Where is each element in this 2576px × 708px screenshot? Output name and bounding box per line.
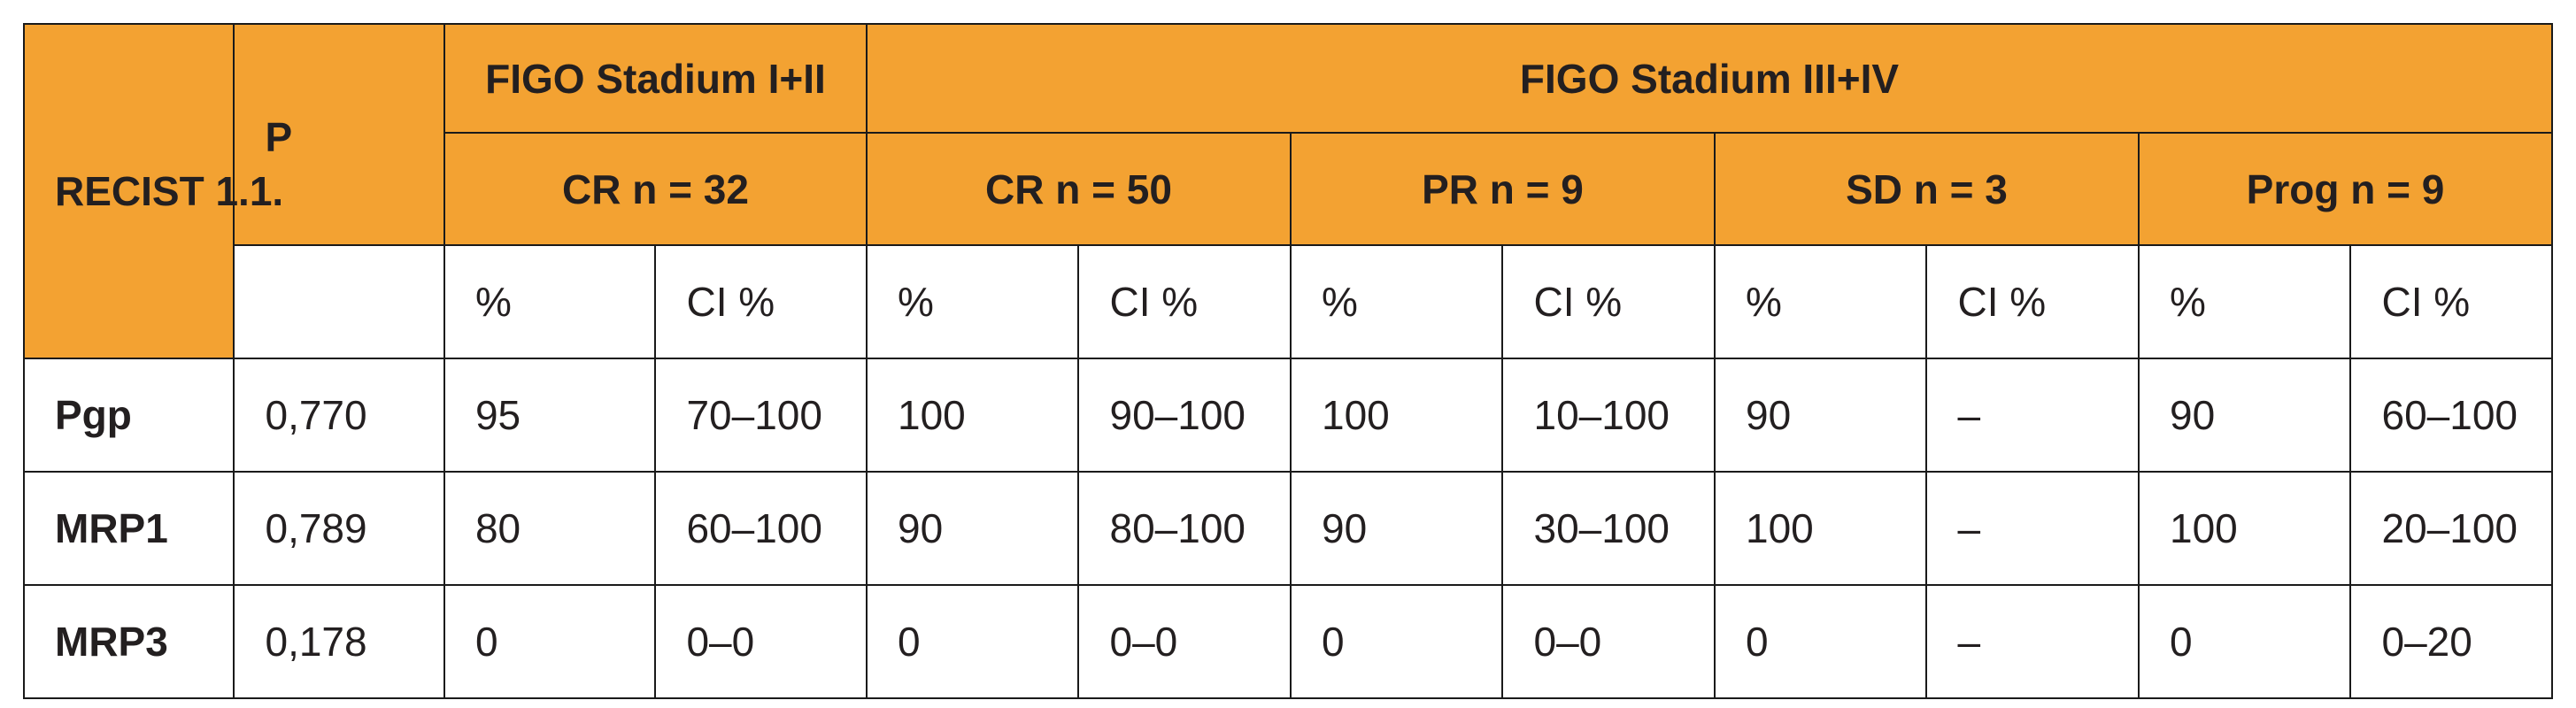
p-value: 0,789 [233, 471, 445, 586]
table-cell: 100 [2137, 471, 2352, 586]
row-label: Pgp [22, 358, 235, 473]
p-unit-cell [233, 244, 445, 359]
pct-header: % [1289, 244, 1504, 359]
pct-header: % [2137, 244, 2352, 359]
subgroup-header: SD n = 3 [1713, 132, 2140, 246]
table-cell: 80 [443, 471, 657, 586]
table-cell: 90 [865, 471, 1080, 586]
pct-header: % [443, 244, 657, 359]
header-row-subgroups: CR n = 32 CR n = 50 PR n = 9 SD n = 3 Pr… [24, 132, 2554, 246]
table-cell: 20–100 [2349, 471, 2553, 586]
table-cell: 60–100 [654, 471, 868, 586]
ci-header: CI % [2349, 244, 2553, 359]
p-header: P [233, 23, 445, 246]
table-row: MRP3 0,178 0 0–0 0 0–0 0 0–0 0 – 0 0–20 [22, 584, 2553, 699]
figo-early-header-text: FIGO Stadium I+II [485, 55, 826, 102]
subgroup-header-text: PR n = 9 [1422, 165, 1584, 212]
ci-header: CI % [1925, 244, 2140, 359]
figo-early-header: FIGO Stadium I+II [443, 23, 868, 134]
table-cell: 10–100 [1501, 358, 1716, 473]
table-cell: 90 [1289, 471, 1504, 586]
results-table: RECIST 1.1. P FIGO Stadium I+II FIGO Sta… [22, 23, 2554, 699]
table-cell: – [1925, 358, 2140, 473]
figo-late-header-text: FIGO Stadium III+IV [1519, 55, 1900, 102]
table-cell: 90 [1713, 358, 1928, 473]
subgroup-header-text: CR n = 50 [985, 165, 1172, 212]
table-cell: 70–100 [654, 358, 868, 473]
table-cell: 0–0 [654, 584, 868, 699]
p-value: 0,178 [233, 584, 445, 699]
subgroup-header-text: SD n = 3 [1846, 165, 2008, 212]
row-label: MRP3 [22, 584, 235, 699]
table-cell: 0–20 [2349, 584, 2553, 699]
recist-header-text: RECIST 1.1. [55, 168, 284, 214]
ci-header: CI % [1501, 244, 1716, 359]
subgroup-header: CR n = 50 [865, 132, 1292, 246]
table-cell: 0 [2137, 584, 2352, 699]
table-cell: 0 [1289, 584, 1504, 699]
subgroup-header: PR n = 9 [1289, 132, 1716, 246]
p-value: 0,770 [233, 358, 445, 473]
subgroup-header: Prog n = 9 [2137, 132, 2554, 246]
table-cell: 95 [443, 358, 657, 473]
table-cell: 0 [443, 584, 657, 699]
table-cell: 100 [865, 358, 1080, 473]
p-header-text: P [265, 114, 293, 160]
table-cell: 90 [2137, 358, 2352, 473]
row-label: MRP1 [22, 471, 235, 586]
figo-late-header: FIGO Stadium III+IV [865, 23, 2554, 134]
table-row: Pgp 0,770 95 70–100 100 90–100 100 10–10… [22, 358, 2553, 473]
table-row: MRP1 0,789 80 60–100 90 80–100 90 30–100… [22, 471, 2553, 586]
header-row-units: % CI % % CI % % CI % % CI % % CI % [24, 244, 2553, 359]
table-cell: 60–100 [2349, 358, 2553, 473]
table-cell: 0–0 [1077, 584, 1292, 699]
ci-header: CI % [1077, 244, 1292, 359]
subgroup-header-text: Prog n = 9 [2246, 165, 2445, 212]
table-cell: 0–0 [1501, 584, 1716, 699]
subgroup-header: CR n = 32 [443, 132, 868, 246]
table-cell: 100 [1289, 358, 1504, 473]
table-cell: 80–100 [1077, 471, 1292, 586]
table-cell: – [1925, 584, 2140, 699]
pct-header: % [865, 244, 1080, 359]
ci-header: CI % [654, 244, 868, 359]
subgroup-header-text: CR n = 32 [562, 165, 749, 212]
header-row-groups: RECIST 1.1. P FIGO Stadium I+II FIGO Sta… [22, 23, 2554, 359]
table-cell: 90–100 [1077, 358, 1292, 473]
table-cell: 0 [1713, 584, 1928, 699]
pct-header: % [1713, 244, 1928, 359]
table-cell: 100 [1713, 471, 1928, 586]
table-cell: – [1925, 471, 2140, 586]
table-cell: 0 [865, 584, 1080, 699]
table-cell: 30–100 [1501, 471, 1716, 586]
recist-header: RECIST 1.1. [22, 23, 283, 359]
